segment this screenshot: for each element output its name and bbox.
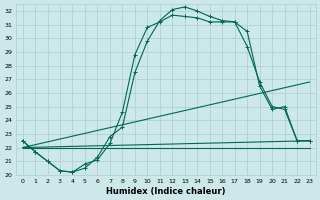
X-axis label: Humidex (Indice chaleur): Humidex (Indice chaleur)	[106, 187, 226, 196]
